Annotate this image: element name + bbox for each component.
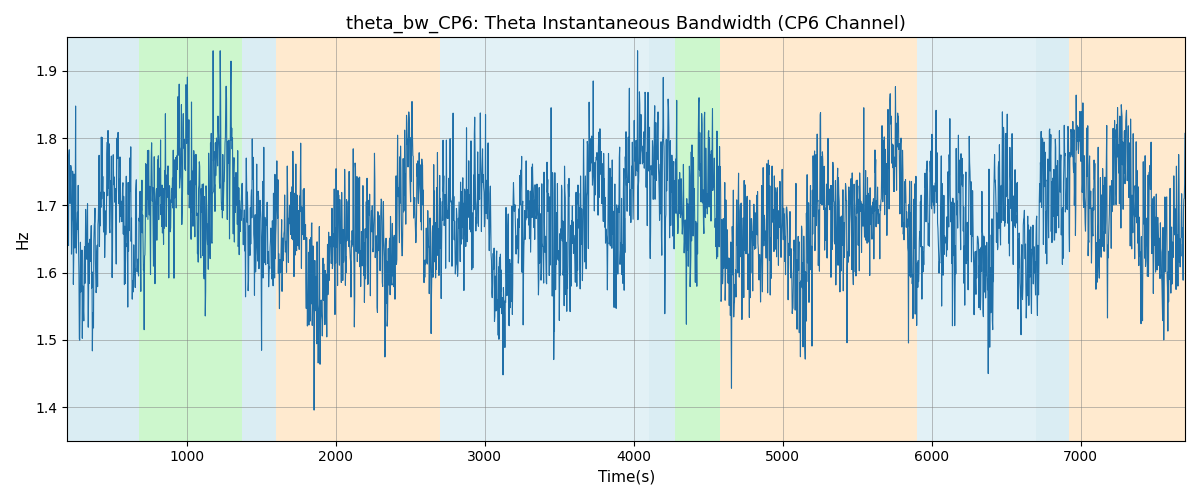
Y-axis label: Hz: Hz bbox=[16, 230, 30, 249]
Bar bbox=[648, 38, 676, 440]
Bar bbox=[276, 38, 440, 440]
Bar bbox=[440, 38, 648, 440]
Bar bbox=[139, 38, 241, 440]
X-axis label: Time(s): Time(s) bbox=[598, 470, 655, 485]
Bar bbox=[917, 38, 1036, 440]
Bar bbox=[720, 38, 917, 440]
Bar bbox=[676, 38, 720, 440]
Bar bbox=[1069, 38, 1186, 440]
Bar bbox=[1036, 38, 1069, 440]
Title: theta_bw_CP6: Theta Instantaneous Bandwidth (CP6 Channel): theta_bw_CP6: Theta Instantaneous Bandwi… bbox=[347, 15, 906, 34]
Bar bbox=[241, 38, 276, 440]
Bar bbox=[67, 38, 139, 440]
